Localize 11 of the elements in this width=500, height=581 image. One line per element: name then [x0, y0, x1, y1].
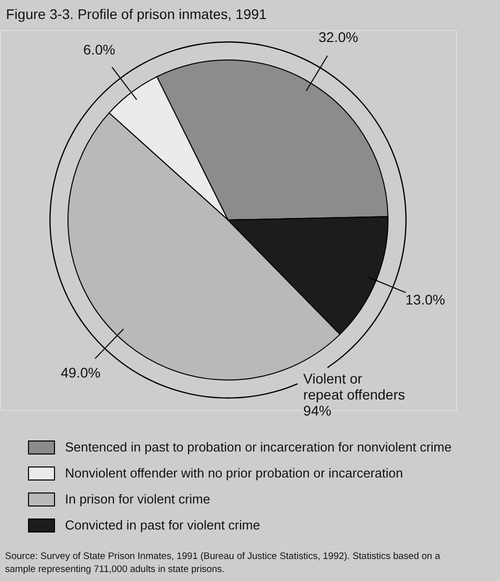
legend-label: In prison for violent crime: [65, 492, 210, 506]
source-note: Source: Survey of State Prison Inmates, 1991 (Bureau of Justice Statistics, 1992). Statistics based on a sample representing 711,000 adults in state prisons.: [5, 551, 441, 575]
data-label: 13.0%: [405, 291, 446, 308]
legend-label: Nonviolent offender with no prior probation or incarceration: [65, 466, 403, 480]
data-label: 6.0%: [83, 41, 116, 58]
legend-label: Convicted in past for violent crime: [65, 518, 260, 532]
chart-title: Figure 3-3. Profile of prison inmates, 1991: [6, 6, 267, 22]
legend-label: Sentenced in past to probation or incarceration for nonviolent crime: [65, 440, 452, 454]
data-label: 49.0%: [60, 364, 100, 381]
text: Violent or repeat offenders 94%: [303, 370, 406, 419]
data-label: 32.0%: [318, 28, 358, 45]
